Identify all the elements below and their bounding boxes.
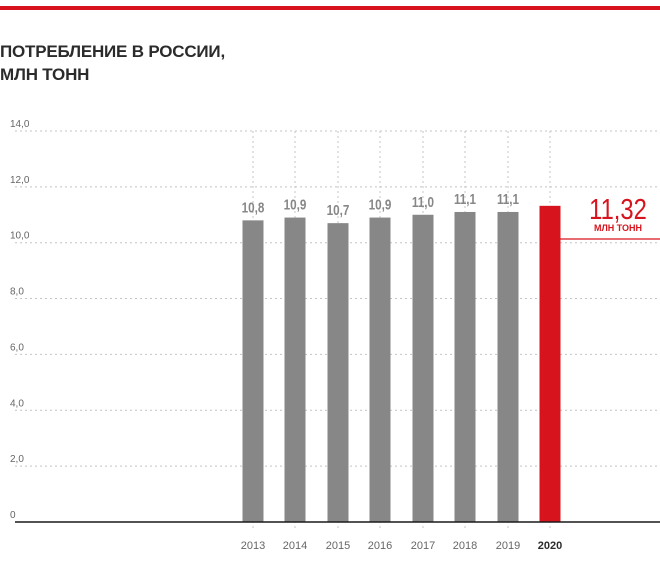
data-label: 10,7 (327, 202, 350, 219)
y-tick-label: 2,0 (10, 454, 24, 465)
x-tick-label: 2019 (496, 540, 520, 552)
x-tick-label: 2014 (283, 540, 307, 552)
bar-2018 (454, 211, 476, 523)
x-tick-label: 2013 (241, 540, 265, 552)
bars (242, 205, 561, 523)
y-tick-label: 10,0 (10, 231, 30, 242)
callout-value: 11,32 (589, 193, 647, 226)
y-tick-label: 0 (10, 510, 16, 521)
y-tick-label: 6,0 (10, 342, 24, 353)
callout-unit: МЛН ТОНН (594, 223, 642, 233)
y-tick-label: 12,0 (10, 175, 30, 186)
bar-2017 (412, 214, 434, 522)
chart-title-line-1: ПОТРЕБЛЕНИЕ В РОССИИ, (0, 42, 225, 61)
x-tick-label: 2020 (538, 540, 562, 552)
data-label: 10,9 (369, 196, 392, 213)
bar-2015 (327, 223, 349, 523)
bar-2019 (497, 211, 519, 523)
data-label: 10,9 (284, 196, 307, 213)
bar-2014 (284, 217, 306, 523)
data-label: 11,1 (497, 191, 520, 208)
chart-title-line-2: МЛН ТОНН (0, 65, 90, 84)
x-tick-label: 2016 (368, 540, 392, 552)
data-label: 11,1 (454, 191, 477, 208)
chart-title: ПОТРЕБЛЕНИЕ В РОССИИ, МЛН ТОНН (0, 40, 400, 86)
bar-2016 (369, 217, 391, 523)
y-tick-label: 4,0 (10, 398, 24, 409)
x-axis-tick-labels: 2013 2014 2015 2016 2017 2018 2019 2020 (241, 540, 562, 552)
y-tick-label: 14,0 (10, 119, 30, 130)
top-accent-rule (0, 6, 660, 10)
data-label: 10,8 (242, 199, 265, 216)
bar-2013 (242, 220, 264, 522)
x-tick-label: 2018 (453, 540, 477, 552)
y-tick-label: 8,0 (10, 287, 24, 298)
y-axis-tick-labels: 0 2,0 4,0 6,0 8,0 10,0 12,0 14,0 (10, 119, 30, 521)
x-tick-label: 2017 (411, 540, 435, 552)
data-labels: 10,8 10,9 10,7 10,9 11,0 11,1 11,1 (242, 191, 520, 219)
x-tick-label: 2015 (326, 540, 350, 552)
bar-highlight-2020 (539, 205, 561, 522)
data-label: 11,0 (412, 193, 434, 210)
